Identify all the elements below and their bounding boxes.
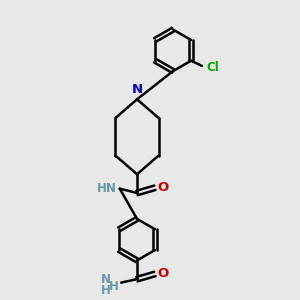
Text: N: N xyxy=(131,83,142,96)
Text: HN: HN xyxy=(96,182,116,195)
Text: O: O xyxy=(158,181,169,194)
Text: H: H xyxy=(101,284,111,297)
Text: N: N xyxy=(101,273,111,286)
Text: O: O xyxy=(158,268,169,281)
Text: Cl: Cl xyxy=(206,61,219,74)
Text: H: H xyxy=(108,280,118,292)
